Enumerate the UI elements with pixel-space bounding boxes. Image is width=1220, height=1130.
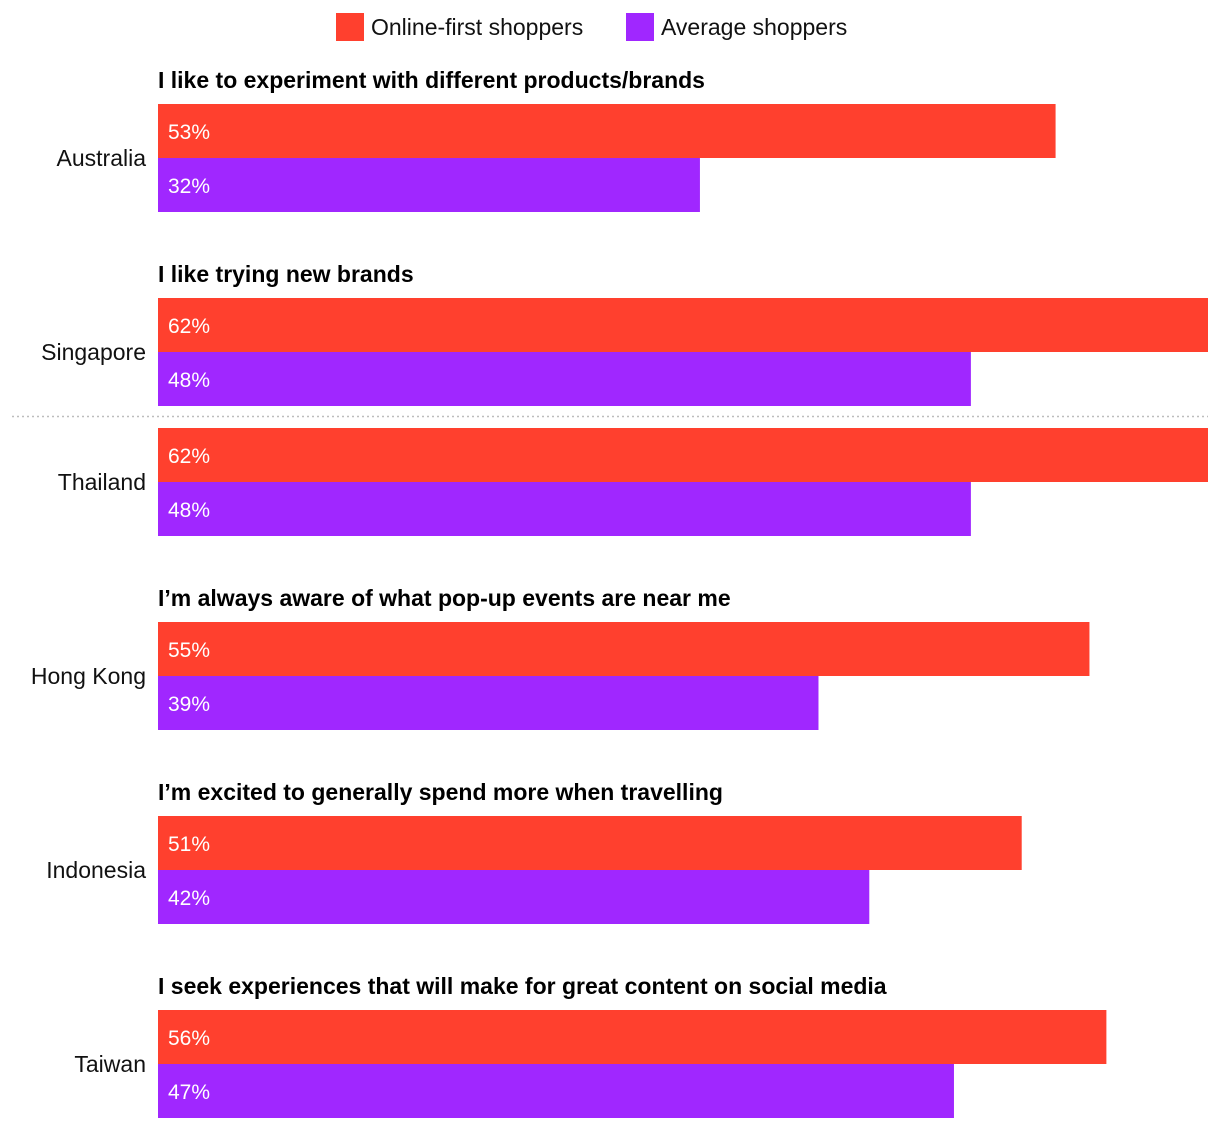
country-label-taiwan: Taiwan: [74, 1051, 146, 1077]
legend: Online-first shoppers Average shoppers: [336, 13, 847, 41]
data-label: 62%: [168, 445, 210, 468]
data-label: 47%: [168, 1081, 210, 1104]
bar-hong-kong-average: [158, 676, 819, 730]
country-label-thailand: Thailand: [58, 469, 146, 495]
plot-area: I like to experiment with different prod…: [12, 67, 1208, 1118]
country-label-indonesia: Indonesia: [46, 857, 146, 883]
data-label: 51%: [168, 833, 210, 856]
data-label: 62%: [168, 315, 210, 338]
legend-swatch-average: [626, 13, 654, 41]
bar-indonesia-average: [158, 870, 870, 924]
bar-hong-kong-online-first: [158, 622, 1090, 676]
group-title: I like to experiment with different prod…: [158, 67, 705, 93]
bar-singapore-online-first: [158, 298, 1208, 352]
data-label: 48%: [168, 499, 210, 522]
bar-australia-average: [158, 158, 700, 212]
bar-singapore-average: [158, 352, 971, 406]
legend-label-average: Average shoppers: [661, 14, 847, 40]
legend-swatch-online-first: [336, 13, 364, 41]
bar-australia-online-first: [158, 104, 1056, 158]
bar-indonesia-online-first: [158, 816, 1022, 870]
bar-taiwan-average: [158, 1064, 954, 1118]
bar-thailand-average: [158, 482, 971, 536]
group-title: I’m always aware of what pop-up events a…: [158, 585, 731, 611]
data-label: 48%: [168, 369, 210, 392]
legend-label-online-first: Online-first shoppers: [371, 14, 583, 40]
country-label-singapore: Singapore: [41, 339, 146, 365]
bar-thailand-online-first: [158, 428, 1208, 482]
group-title: I seek experiences that will make for gr…: [158, 973, 887, 999]
data-label: 39%: [168, 693, 210, 716]
data-label: 55%: [168, 639, 210, 662]
country-label-hong-kong: Hong Kong: [31, 663, 146, 689]
group-title: I like trying new brands: [158, 261, 414, 287]
country-label-australia: Australia: [57, 145, 147, 171]
data-label: 56%: [168, 1027, 210, 1050]
data-label: 53%: [168, 121, 210, 144]
data-label: 32%: [168, 175, 210, 198]
data-label: 42%: [168, 887, 210, 910]
bar-taiwan-online-first: [158, 1010, 1107, 1064]
group-title: I’m excited to generally spend more when…: [158, 779, 723, 805]
